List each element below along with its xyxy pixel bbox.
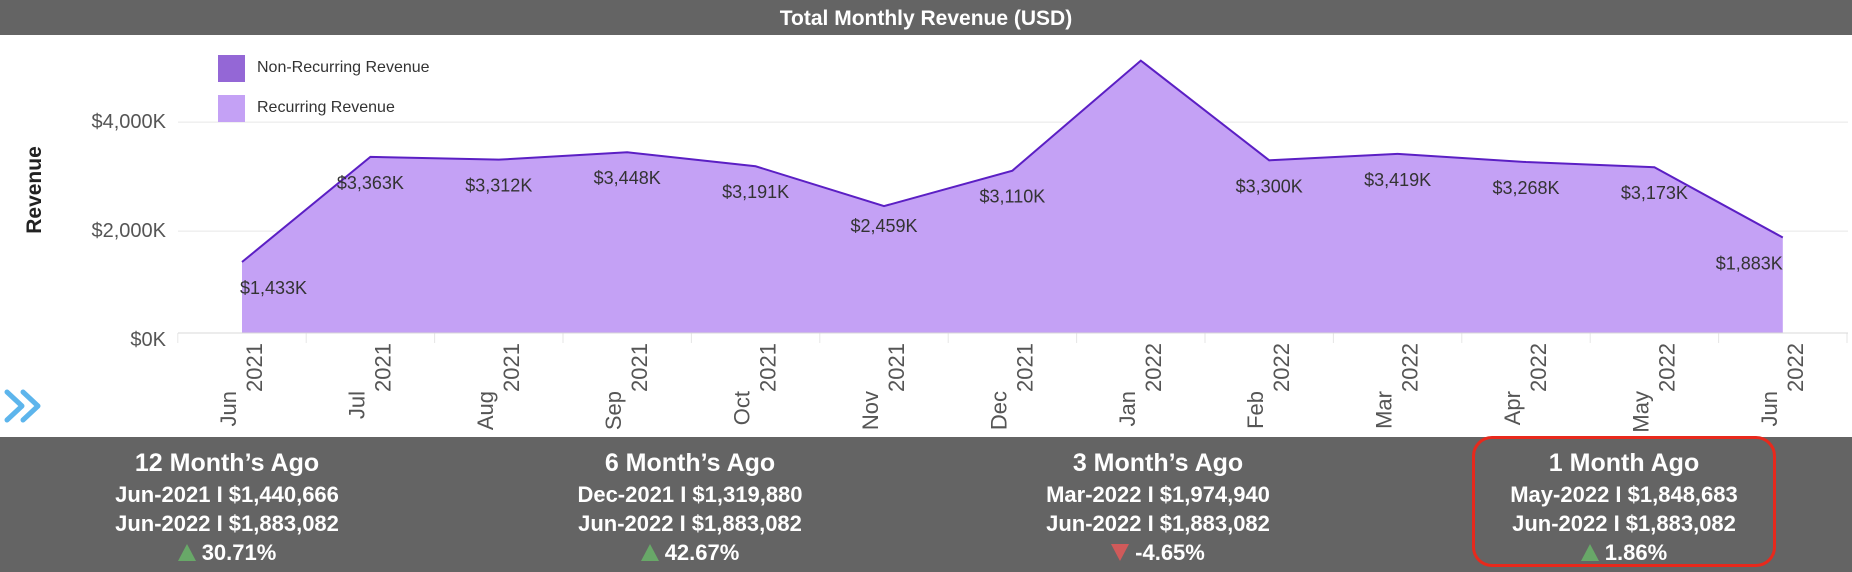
series-line [241, 59, 1784, 263]
arrow-up-icon [1580, 544, 1599, 561]
comparison-panel: 12 Month’s Ago Jun-2021 I $1,440,666 Jun… [0, 437, 1852, 572]
x-tick-month: Jun [216, 391, 241, 426]
arrow-down-icon [1111, 544, 1130, 561]
x-tick-month: Aug [473, 391, 498, 430]
comparison-previous: Jun-2021 I $1,440,666 [115, 482, 339, 507]
data-label: $3,191K [722, 182, 789, 202]
change-value: 1.86% [1604, 540, 1668, 565]
comparison-change: -4.65% [958, 538, 1358, 567]
data-label: $3,448K [594, 168, 661, 188]
comparison-current: Jun-2022 I $1,883,082 [1046, 511, 1270, 536]
data-label: $1,433K [240, 278, 307, 298]
x-tick-month: Nov [858, 391, 883, 430]
legend-label-non-recurring: Non-Recurring Revenue [257, 59, 430, 76]
x-tick-month: Feb [1243, 391, 1268, 429]
comparison-title: 12 Month’s Ago [134, 449, 320, 477]
x-tick-month: Mar [1372, 391, 1397, 429]
x-tick-year: 2022 [1654, 343, 1679, 392]
double-chevron-right-icon[interactable] [2, 386, 46, 426]
revenue-area-chart: $0K $2,000K $4,000K $1,433K $3,363K $3,312K $3… [91, 59, 1848, 433]
y-tick-label: $4,000K [91, 111, 166, 133]
x-tick-month: Jul [344, 391, 369, 419]
data-label: $3,312K [465, 176, 532, 196]
arrow-up-icon [177, 544, 196, 561]
comparison-card-6-month: 6 Month’s Ago Dec-2021 I $1,319,880 Jun-… [490, 437, 890, 567]
area-recurring-revenue [242, 60, 1783, 333]
chart-title: Total Monthly Revenue (USD) [0, 0, 1852, 35]
x-tick-month: May [1628, 391, 1653, 433]
x-tick-year: 2022 [1141, 343, 1166, 392]
data-label: $3,268K [1492, 178, 1559, 198]
data-label: $3,419K [1364, 170, 1431, 190]
data-label: $3,300K [1236, 176, 1303, 196]
x-tick-year: 2022 [1398, 343, 1423, 392]
highlight-box [1472, 436, 1776, 567]
comparison-card-1-month: 1 Month Ago May-2022 I $1,848,683 Jun-20… [1424, 437, 1824, 567]
change-value: -4.65% [1135, 540, 1205, 565]
x-tick-year: 2022 [1783, 343, 1808, 392]
x-tick-year: 2021 [1012, 343, 1037, 392]
x-tick-month: Sep [601, 391, 626, 430]
comparison-title: 3 Month’s Ago [1072, 449, 1244, 477]
data-label: $2,459K [850, 216, 917, 236]
change-value: 42.67% [664, 540, 740, 565]
x-tick-year: 2021 [756, 343, 781, 392]
comparison-change: 42.67% [490, 538, 890, 567]
comparison-current: Jun-2022 I $1,883,082 [115, 511, 339, 536]
x-tick-month: Apr [1500, 391, 1525, 425]
data-label: $3,110K [980, 187, 1046, 207]
comparison-card-12-month: 12 Month’s Ago Jun-2021 I $1,440,666 Jun… [27, 437, 427, 567]
data-label: $3,173K [1621, 183, 1688, 203]
x-tick-year: 2021 [627, 343, 652, 392]
x-tick-month: Dec [986, 391, 1011, 430]
comparison-change: 1.86% [1424, 538, 1824, 567]
x-tick-month: Jan [1115, 391, 1140, 426]
legend-label-recurring: Recurring Revenue [257, 99, 395, 116]
data-label: $3,363K [337, 173, 404, 193]
x-tick-month: Jun [1757, 391, 1782, 426]
comparison-previous: May-2022 I $1,848,683 [1510, 482, 1738, 507]
comparison-title: 6 Month’s Ago [604, 449, 776, 477]
comparison-previous: Mar-2022 I $1,974,940 [1046, 482, 1270, 507]
comparison-current: Jun-2022 I $1,883,082 [578, 511, 802, 536]
legend-swatch-non-recurring [218, 54, 245, 82]
data-label: $1,883K [1716, 254, 1783, 274]
comparison-current: Jun-2022 I $1,883,082 [1512, 511, 1736, 536]
x-tick-year: 2021 [499, 343, 524, 392]
chart-legend: Non-Recurring Revenue Recurring Revenue [218, 48, 430, 128]
legend-swatch-recurring [218, 94, 245, 122]
change-value: 30.71% [201, 540, 277, 565]
x-tick-year: 2022 [1526, 343, 1551, 392]
arrow-up-icon [640, 544, 659, 561]
x-tick-month: Oct [730, 391, 755, 425]
legend-item-non-recurring[interactable]: Non-Recurring Revenue [218, 48, 430, 88]
comparison-previous: Dec-2021 I $1,319,880 [577, 482, 803, 507]
x-tick-year: 2022 [1269, 343, 1294, 392]
y-tick-label: $0K [130, 329, 166, 351]
legend-item-recurring[interactable]: Recurring Revenue [218, 88, 430, 128]
comparison-card-3-month: 3 Month’s Ago Mar-2022 I $1,974,940 Jun-… [958, 437, 1358, 567]
x-tick-year: 2021 [370, 343, 395, 392]
y-tick-label: $2,000K [91, 220, 166, 242]
x-tick-year: 2021 [242, 343, 267, 392]
comparison-change: 30.71% [27, 538, 427, 567]
comparison-title: 1 Month Ago [1548, 449, 1700, 477]
x-tick-year: 2021 [884, 343, 909, 392]
